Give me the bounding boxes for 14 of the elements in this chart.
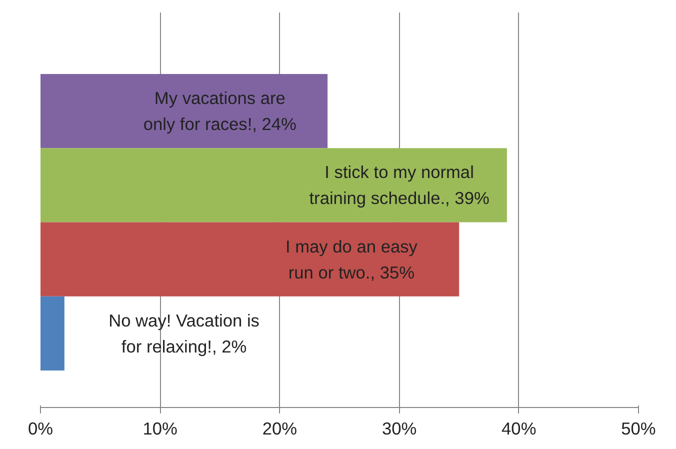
bar — [40, 74, 328, 148]
x-tick-label: 30% — [382, 418, 417, 438]
x-tick-label: 40% — [502, 418, 536, 438]
data-label: I may do an easy run or two., 35% — [285, 236, 418, 282]
bar — [40, 296, 64, 370]
x-tick-label: 20% — [262, 418, 298, 438]
data-label: My vacations are only for races!, 24% — [143, 88, 296, 134]
x-tick-label: 10% — [142, 418, 178, 438]
x-tick-label: 0% — [28, 418, 54, 438]
bar — [40, 222, 460, 296]
bar — [40, 148, 507, 222]
data-label: I stick to my normal training schedule., 39% — [309, 162, 490, 208]
data-label: No way! Vacation is for relaxing!, 2% — [108, 310, 260, 356]
x-tick-label: 50% — [621, 418, 656, 438]
